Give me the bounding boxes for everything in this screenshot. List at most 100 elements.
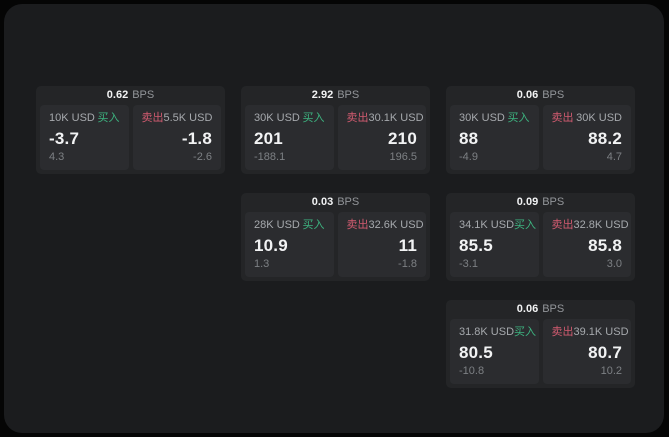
sell-panel[interactable]: 卖出 30K USD 88.2 4.7 bbox=[542, 105, 631, 170]
sell-side-label: 卖出 bbox=[551, 326, 574, 338]
bps-value: 0.06 bbox=[516, 89, 539, 101]
card-header: 0.09 BPS bbox=[446, 193, 635, 212]
bps-value: 0.03 bbox=[311, 196, 334, 208]
quote-card: 0.06 BPS 30K USD 买入 88 -4.9 卖出 30K USD 8… bbox=[446, 86, 635, 174]
buy-amount: 34.1K USD bbox=[459, 219, 515, 231]
sell-price: -1.8 bbox=[181, 128, 212, 148]
quote-card: 0.09 BPS 34.1K USD 买入 85.5 -3.1 卖出 32.8K… bbox=[446, 193, 635, 281]
sell-side-label: 卖出 bbox=[551, 112, 574, 124]
sell-delta: -1.8 bbox=[398, 258, 417, 270]
sell-amount: 30.1K USD bbox=[368, 112, 424, 124]
card-body: 30K USD 买入 88 -4.9 卖出 30K USD 88.2 4.7 bbox=[446, 105, 635, 174]
buy-side-label: 买入 bbox=[302, 112, 325, 124]
sell-delta: 4.7 bbox=[606, 151, 622, 163]
sell-amount: 30K USD bbox=[576, 112, 622, 124]
buy-side-label: 买入 bbox=[514, 326, 537, 338]
buy-delta: 4.3 bbox=[49, 151, 65, 163]
sell-panel-top: 卖出 30.1K USD bbox=[346, 112, 424, 125]
buy-panel-top: 28K USD 买入 bbox=[254, 219, 325, 232]
sell-delta: 10.2 bbox=[600, 365, 622, 377]
sell-price: 80.7 bbox=[588, 342, 622, 362]
buy-amount: 30K USD bbox=[254, 112, 300, 124]
sell-panel-top: 卖出 5.5K USD bbox=[142, 112, 213, 125]
quote-card: 2.92 BPS 30K USD 买入 201 -188.1 卖出 30.1K … bbox=[241, 86, 430, 174]
sell-price: 85.8 bbox=[588, 235, 622, 255]
buy-panel[interactable]: 30K USD 买入 88 -4.9 bbox=[450, 105, 539, 170]
sell-panel[interactable]: 卖出 39.1K USD 80.7 10.2 bbox=[542, 319, 631, 384]
sell-amount: 32.6K USD bbox=[368, 219, 424, 231]
card-header: 0.06 BPS bbox=[446, 300, 635, 319]
quote-grid: 0.62 BPS 10K USD 买入 -3.7 4.3 卖出 5.5K USD… bbox=[36, 86, 635, 388]
buy-panel-top: 30K USD 买入 bbox=[254, 112, 325, 125]
buy-side-label: 买入 bbox=[302, 219, 325, 231]
buy-price: 80.5 bbox=[459, 342, 493, 362]
sell-side-label: 卖出 bbox=[346, 112, 369, 124]
card-body: 34.1K USD 买入 85.5 -3.1 卖出 32.8K USD 85.8… bbox=[446, 212, 635, 281]
sell-panel-top: 卖出 32.8K USD bbox=[552, 219, 629, 232]
card-header: 0.62 BPS bbox=[36, 86, 225, 105]
bps-unit-label: BPS bbox=[337, 89, 360, 101]
bps-unit-label: BPS bbox=[542, 89, 565, 101]
buy-delta: 1.3 bbox=[254, 258, 270, 270]
bps-unit-label: BPS bbox=[132, 89, 155, 101]
buy-panel[interactable]: 31.8K USD 买入 80.5 -10.8 bbox=[450, 319, 539, 384]
card-body: 10K USD 买入 -3.7 4.3 卖出 5.5K USD -1.8 -2.… bbox=[36, 105, 225, 174]
buy-delta: -3.1 bbox=[459, 258, 478, 270]
buy-side-label: 买入 bbox=[97, 112, 120, 124]
bps-value: 0.09 bbox=[516, 196, 539, 208]
sell-panel-top: 卖出 39.1K USD bbox=[551, 326, 629, 339]
buy-amount: 31.8K USD bbox=[459, 326, 515, 338]
sell-panel[interactable]: 卖出 32.8K USD 85.8 3.0 bbox=[542, 212, 631, 277]
buy-panel-top: 31.8K USD 买入 bbox=[459, 326, 536, 339]
bps-value: 0.06 bbox=[516, 303, 539, 315]
buy-side-label: 买入 bbox=[514, 219, 537, 231]
card-body: 28K USD 买入 10.9 1.3 卖出 32.6K USD 11 -1.8 bbox=[241, 212, 430, 281]
buy-side-label: 买入 bbox=[507, 112, 530, 124]
card-header: 0.06 BPS bbox=[446, 86, 635, 105]
quote-card: 0.03 BPS 28K USD 买入 10.9 1.3 卖出 32.6K US… bbox=[241, 193, 430, 281]
buy-panel[interactable]: 30K USD 买入 201 -188.1 bbox=[245, 105, 334, 170]
buy-price: 88 bbox=[459, 128, 479, 148]
bps-unit-label: BPS bbox=[542, 303, 565, 315]
buy-delta: -188.1 bbox=[254, 151, 286, 163]
buy-price: -3.7 bbox=[49, 128, 80, 148]
sell-amount: 5.5K USD bbox=[163, 112, 213, 124]
buy-price: 201 bbox=[254, 128, 283, 148]
buy-panel[interactable]: 34.1K USD 买入 85.5 -3.1 bbox=[450, 212, 539, 277]
card-header: 2.92 BPS bbox=[241, 86, 430, 105]
bps-unit-label: BPS bbox=[337, 196, 360, 208]
buy-panel-top: 30K USD 买入 bbox=[459, 112, 530, 125]
buy-delta: -10.8 bbox=[459, 365, 485, 377]
buy-amount: 30K USD bbox=[459, 112, 505, 124]
bps-value: 2.92 bbox=[311, 89, 334, 101]
buy-amount: 28K USD bbox=[254, 219, 300, 231]
sell-delta: 3.0 bbox=[606, 258, 622, 270]
sell-price: 11 bbox=[398, 235, 417, 255]
sell-delta: -2.6 bbox=[193, 151, 212, 163]
buy-price: 10.9 bbox=[254, 235, 288, 255]
buy-price: 85.5 bbox=[459, 235, 493, 255]
sell-panel[interactable]: 卖出 30.1K USD 210 196.5 bbox=[337, 105, 426, 170]
buy-panel-top: 10K USD 买入 bbox=[49, 112, 120, 125]
sell-price: 210 bbox=[388, 128, 417, 148]
quote-card: 0.06 BPS 31.8K USD 买入 80.5 -10.8 卖出 39.1… bbox=[446, 300, 635, 388]
card-body: 31.8K USD 买入 80.5 -10.8 卖出 39.1K USD 80.… bbox=[446, 319, 635, 388]
sell-side-label: 卖出 bbox=[141, 112, 164, 124]
buy-panel-top: 34.1K USD 买入 bbox=[459, 219, 536, 232]
sell-panel-top: 卖出 30K USD bbox=[552, 112, 623, 125]
card-header: 0.03 BPS bbox=[241, 193, 430, 212]
sell-panel-top: 卖出 32.6K USD bbox=[346, 219, 424, 232]
sell-amount: 39.1K USD bbox=[573, 326, 629, 338]
app-window: 0.62 BPS 10K USD 买入 -3.7 4.3 卖出 5.5K USD… bbox=[4, 4, 664, 433]
buy-delta: -4.9 bbox=[459, 151, 478, 163]
bps-value: 0.62 bbox=[106, 89, 129, 101]
sell-price: 88.2 bbox=[588, 128, 622, 148]
quote-card: 0.62 BPS 10K USD 买入 -3.7 4.3 卖出 5.5K USD… bbox=[36, 86, 225, 174]
sell-panel[interactable]: 卖出 32.6K USD 11 -1.8 bbox=[337, 212, 426, 277]
sell-panel[interactable]: 卖出 5.5K USD -1.8 -2.6 bbox=[132, 105, 221, 170]
buy-panel[interactable]: 10K USD 买入 -3.7 4.3 bbox=[40, 105, 129, 170]
sell-amount: 32.8K USD bbox=[573, 219, 629, 231]
sell-side-label: 卖出 bbox=[346, 219, 369, 231]
buy-panel[interactable]: 28K USD 买入 10.9 1.3 bbox=[245, 212, 334, 277]
bps-unit-label: BPS bbox=[542, 196, 565, 208]
